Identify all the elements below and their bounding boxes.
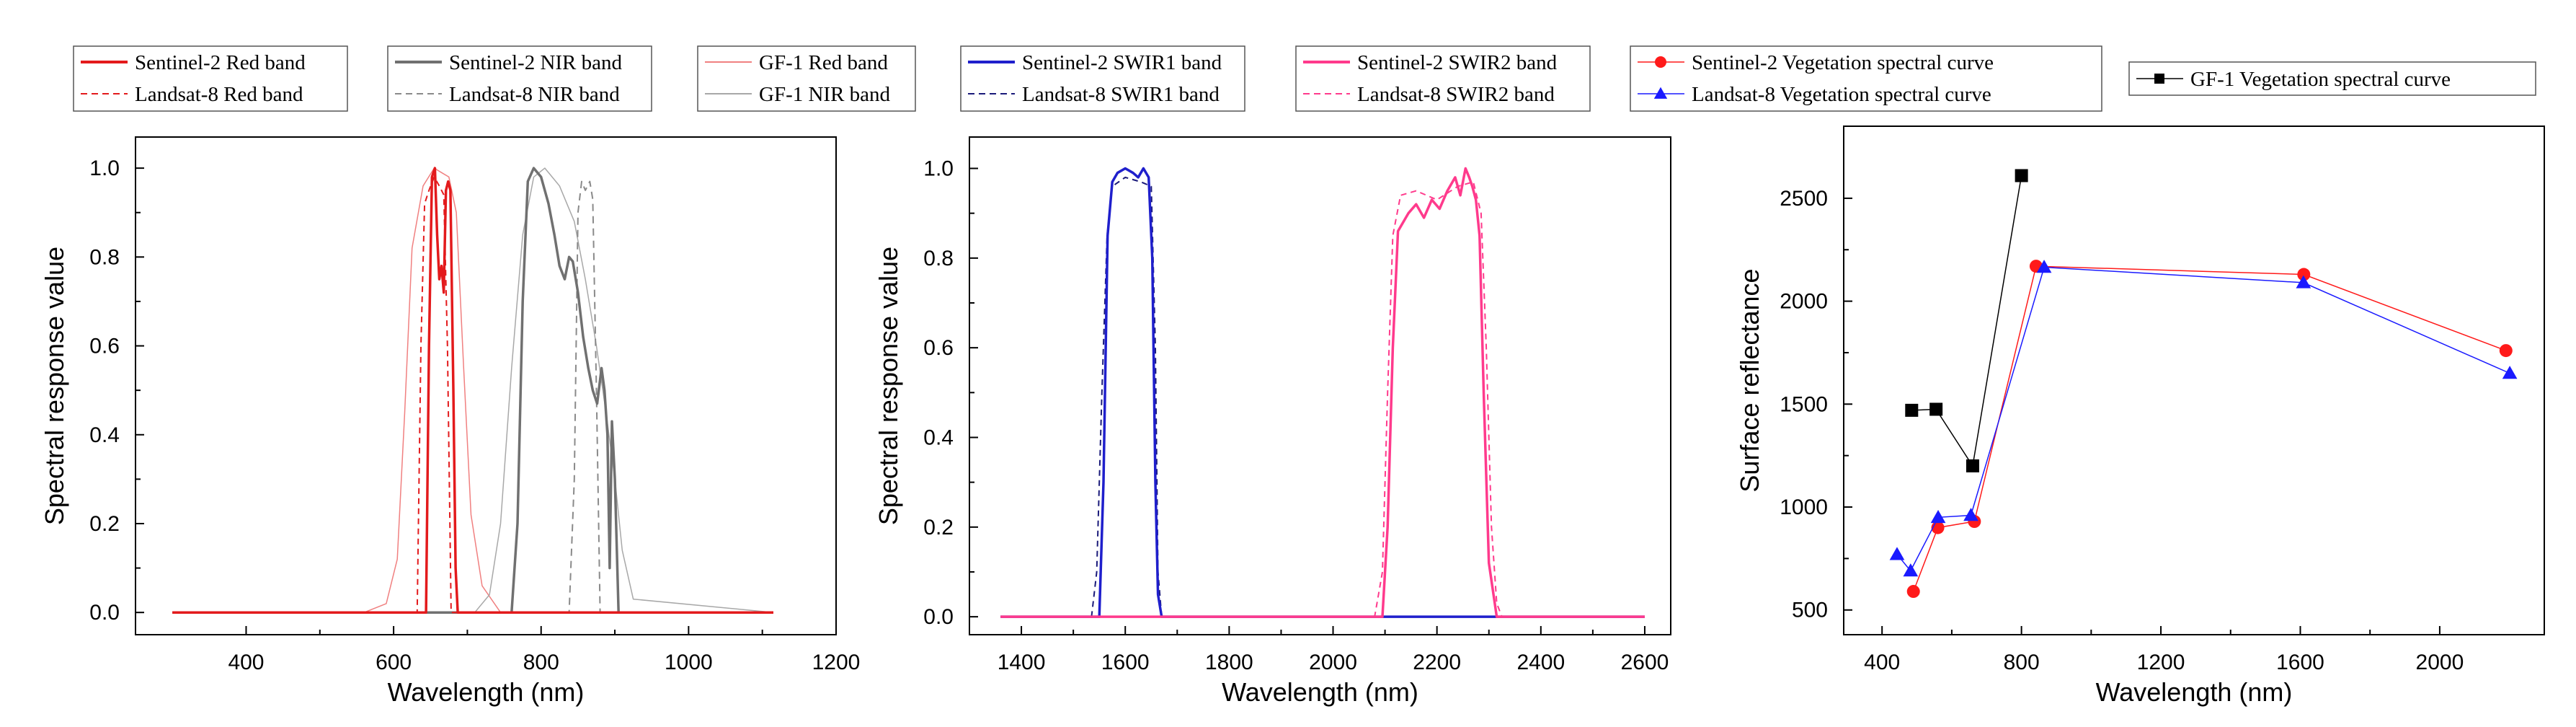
x-tick-label: 1600 (2276, 651, 2324, 674)
chart-panel-swir: 1400 1600 1800 2000 2200 2400 2600 0.0 0.2 0.4 0.6… (874, 136, 1671, 707)
x-tick-label: 1200 (812, 651, 861, 674)
legend-label: Sentinel-2 Red band (135, 51, 306, 74)
series-line (1000, 167, 1645, 618)
legend-box (73, 45, 348, 112)
series-connector-line (1911, 175, 2022, 468)
series-line (172, 176, 773, 614)
legend-label: Landsat-8 NIR band (449, 83, 620, 106)
x-tick-label: 2000 (2416, 651, 2464, 674)
series-line (1000, 176, 1645, 618)
data-point (1903, 563, 1919, 577)
series-line (172, 167, 773, 614)
x-tick-label: 800 (2004, 651, 2040, 674)
data-point (1930, 509, 1946, 524)
series-line (1000, 167, 1645, 618)
data-point (1929, 402, 1943, 416)
series-line (172, 180, 773, 614)
series-connector-line (1896, 266, 2510, 572)
plot-frame (135, 136, 837, 635)
y-tick-label: 0.6 (923, 336, 954, 360)
y-tick-label: 1500 (1780, 392, 1828, 416)
x-axis-label: Wavelength (nm) (388, 677, 585, 707)
legend-box (697, 45, 916, 112)
data-point (2036, 260, 2052, 273)
x-tick-label: 800 (523, 651, 559, 674)
series-line (172, 167, 774, 613)
legend-label: GF-1 NIR band (759, 83, 891, 106)
y-tick-label: 0.0 (923, 605, 954, 629)
legend-panel2: Sentinel-2 SWIR1 band Landsat-8 SWIR1 ban… (960, 45, 1591, 112)
legend-marker (2154, 74, 2164, 84)
x-axis-label: Wavelength (nm) (1222, 677, 1418, 707)
x-tick-label: 1600 (1101, 651, 1150, 674)
x-tick-label: 400 (228, 651, 264, 674)
x-tick-label: 2600 (1621, 651, 1669, 674)
y-axis-label: Spectral response value (40, 247, 69, 525)
legend-label: Sentinel-2 Vegetation spectral curve (1692, 51, 1994, 74)
y-tick-label: 2000 (1780, 290, 1828, 314)
data-point (1963, 508, 1978, 521)
y-axis-label: Spectral response value (874, 247, 903, 525)
x-tick-label: 1000 (665, 651, 713, 674)
x-tick-label: 1800 (1205, 651, 1253, 674)
y-tick-label: 0.6 (89, 335, 120, 358)
legend-panel1: Sentinel-2 Red band Landsat-8 Red band Sen… (73, 45, 916, 112)
legend-label: Landsat-8 SWIR2 band (1357, 83, 1555, 106)
legend-marker (1653, 87, 1668, 99)
y-tick-label: 0.2 (923, 516, 954, 539)
y-tick-label: 2500 (1780, 187, 1828, 211)
series-connector-line (1912, 265, 2507, 592)
x-tick-label: 600 (376, 651, 412, 674)
y-tick-label: 1.0 (89, 157, 120, 180)
legend-box (960, 45, 1245, 112)
data-point (2502, 366, 2518, 379)
y-tick-label: 0.0 (89, 601, 120, 625)
x-tick-label: 2000 (1309, 651, 1357, 674)
series-line (172, 167, 773, 613)
legend-label: Sentinel-2 SWIR2 band (1357, 51, 1558, 74)
chart-panel-vegetation-reflectance: 400 800 1200 1600 2000 500 1000 1500 2000 2500 Wav… (1735, 125, 2545, 707)
legend-box (387, 45, 652, 112)
legend-box (2128, 61, 2536, 96)
data-point (2499, 344, 2513, 358)
legend-label: Landsat-8 Red band (135, 83, 303, 106)
legend-label: GF-1 Red band (759, 51, 888, 74)
chart-panel-red-nir: 400 600 800 1000 1200 0.0 0.2 0.4 0.6 0.8 1.0 Wavel… (40, 136, 861, 707)
data-point (2297, 268, 2311, 281)
y-tick-label: 1.0 (923, 157, 954, 181)
y-tick-label: 1000 (1780, 495, 1828, 519)
series-line (172, 167, 773, 614)
y-tick-label: 0.2 (89, 512, 120, 536)
x-tick-label: 2200 (1413, 651, 1461, 674)
data-point (2015, 169, 2028, 182)
y-axis-label: Surface reflectance (1735, 268, 1764, 492)
legend-panel3: Sentinel-2 Vegetation spectral curve Land… (1630, 45, 2536, 112)
data-point (1906, 585, 1920, 599)
data-point (1905, 403, 1919, 417)
legend-label: Sentinel-2 SWIR1 band (1022, 51, 1222, 74)
x-tick-label: 1200 (2137, 651, 2185, 674)
y-tick-label: 0.8 (89, 245, 120, 269)
legend-marker (1655, 56, 1666, 68)
legend-box (1630, 45, 2102, 112)
y-tick-label: 0.4 (923, 426, 954, 449)
data-point (1889, 547, 1905, 560)
x-tick-label: 2400 (1516, 651, 1565, 674)
x-axis-label: Wavelength (nm) (2096, 677, 2293, 707)
legend-label: Landsat-8 SWIR1 band (1022, 83, 1220, 106)
y-tick-label: 0.8 (923, 247, 954, 270)
legend-box (1295, 45, 1591, 112)
legend-label: GF-1 Vegetation spectral curve (2190, 68, 2451, 91)
plot-frame (1843, 125, 2545, 635)
x-tick-label: 1400 (998, 651, 1046, 674)
data-point (2296, 275, 2311, 288)
y-tick-label: 0.4 (89, 423, 120, 447)
data-point (1966, 459, 1979, 472)
x-tick-label: 400 (1864, 651, 1900, 674)
legend-label: Sentinel-2 NIR band (449, 51, 623, 74)
legend-label: Landsat-8 Vegetation spectral curve (1692, 83, 1991, 106)
y-tick-label: 500 (1792, 599, 1828, 622)
plot-frame (969, 136, 1671, 635)
